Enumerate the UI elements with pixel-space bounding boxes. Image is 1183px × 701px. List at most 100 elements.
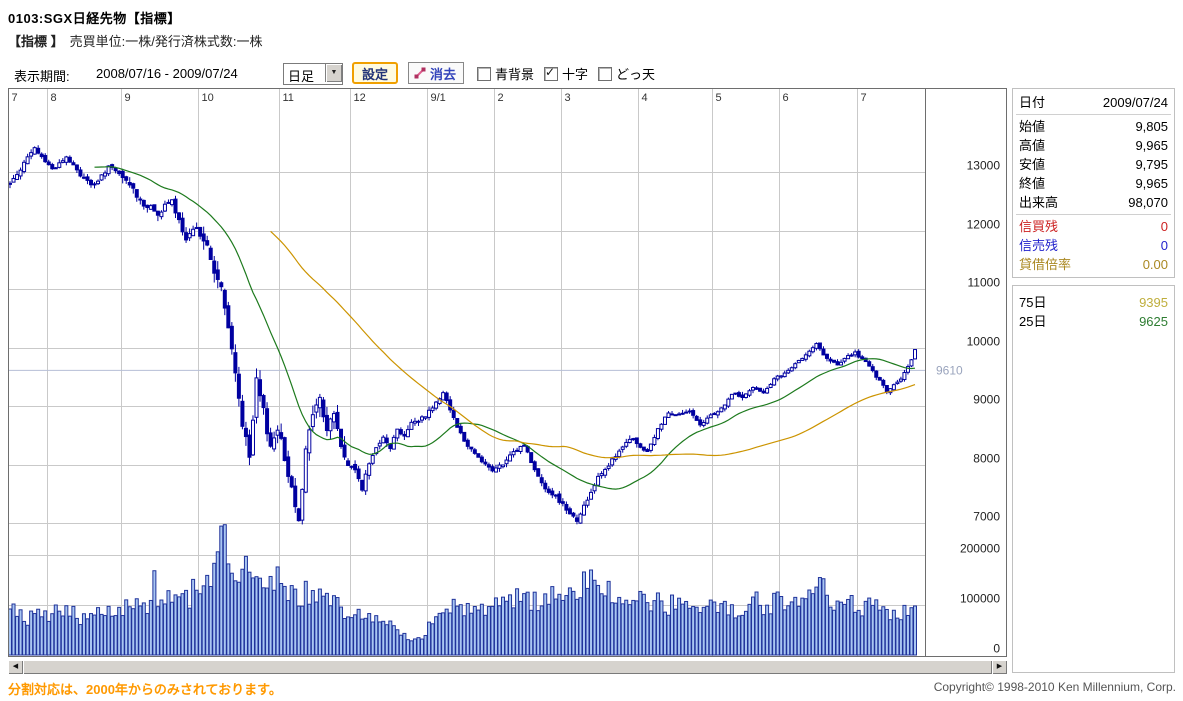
candle-up xyxy=(898,378,903,382)
candle-down xyxy=(761,390,766,394)
volume-bar xyxy=(303,580,308,656)
volume-bar xyxy=(409,640,414,656)
chart-horizontal-scrollbar[interactable]: ◀ ▶ xyxy=(8,660,1007,674)
volume-bar xyxy=(162,603,167,656)
candle-up xyxy=(96,180,101,185)
date-axis-label: 8 xyxy=(51,92,57,104)
candle-up xyxy=(303,448,308,493)
price-chart[interactable]: 7 8 9 10 11 12 9/1 2 3 4 5 6 7 13000 12000 11000 10000 90… xyxy=(0,88,1010,658)
candle-down xyxy=(832,359,837,363)
panel-row-信売残: 信売残 0 xyxy=(1013,236,1174,255)
date-axis-label: 6 xyxy=(783,92,789,104)
volume-bar xyxy=(832,609,837,656)
volume-bar xyxy=(78,624,83,656)
volume-bar xyxy=(15,615,20,656)
panel-row-始値: 始値 9,805 xyxy=(1013,117,1174,136)
volume-bar xyxy=(684,600,689,656)
candle-down xyxy=(673,414,678,417)
volume-bar xyxy=(388,620,393,656)
checkbox-どっ天[interactable]: どっ天 xyxy=(598,64,655,83)
volume-bar xyxy=(155,606,160,656)
checkbox-box[interactable] xyxy=(598,67,613,81)
volume-bar xyxy=(441,612,446,656)
checkbox-青背景[interactable]: 青背景 xyxy=(477,64,534,83)
scroll-right-button[interactable]: ▶ xyxy=(992,660,1007,674)
candle-down xyxy=(222,289,227,309)
candle-down xyxy=(736,392,741,397)
volume-bar xyxy=(212,562,217,656)
candle-down xyxy=(321,399,326,418)
candle-up xyxy=(328,418,333,432)
volume-bar xyxy=(589,569,594,656)
volume-bar xyxy=(821,578,826,656)
volume-bar xyxy=(81,613,86,656)
panel-row-貸借倍率: 貸借倍率 0.00 xyxy=(1013,255,1174,274)
checkbox-box[interactable] xyxy=(477,67,491,81)
volume-bar xyxy=(567,587,572,656)
volume-bar xyxy=(677,597,682,656)
checkbox-box[interactable]: ✓ xyxy=(544,65,559,81)
candle-down xyxy=(88,179,93,186)
panel-row-value: 9625 xyxy=(1139,314,1168,329)
candle-down xyxy=(198,226,203,237)
volume-bar xyxy=(405,639,410,656)
candle-up xyxy=(169,199,174,206)
volume-bar xyxy=(508,594,513,656)
price-axis-label: 13000 xyxy=(967,159,1001,173)
volume-bar xyxy=(219,525,224,656)
date-axis-label: 3 xyxy=(565,92,571,104)
checkbox-十字[interactable]: ✓ 十字 xyxy=(544,64,588,83)
volume-bar xyxy=(384,624,389,656)
candle-up xyxy=(902,372,907,381)
volume-bar xyxy=(180,593,185,656)
scroll-left-button[interactable]: ◀ xyxy=(8,660,23,674)
volume-bar xyxy=(849,595,854,656)
settings-button[interactable]: 設定 xyxy=(352,62,399,84)
candle-down xyxy=(342,444,347,458)
volume-bar xyxy=(106,605,111,656)
candle-up xyxy=(64,156,69,163)
volume-bar xyxy=(22,620,27,656)
volume-bar xyxy=(648,610,653,656)
candle-down xyxy=(529,452,534,464)
candle-down xyxy=(134,189,139,198)
volume-bar xyxy=(493,597,498,656)
candle-down xyxy=(268,432,273,447)
volume-bar xyxy=(747,603,752,656)
candle-down xyxy=(567,508,572,515)
volume-axis-label: 0 xyxy=(993,642,1000,656)
volume-bar xyxy=(420,638,425,656)
volume-bar xyxy=(712,601,717,656)
volume-bar xyxy=(532,591,537,656)
candle-down xyxy=(177,212,182,221)
interval-select[interactable]: 日足 ▼ xyxy=(283,63,343,85)
panel-row-value: 9,965 xyxy=(1135,138,1168,153)
price-axis-label: 11000 xyxy=(968,276,1001,290)
volume-bar xyxy=(191,578,196,656)
volume-bar xyxy=(138,605,143,656)
candle-down xyxy=(451,409,456,419)
volume-bar xyxy=(874,599,879,656)
volume-bar xyxy=(18,609,23,656)
volume-bar xyxy=(169,601,174,656)
candle-up xyxy=(103,172,108,177)
erase-button[interactable]: 消去 xyxy=(408,62,465,84)
candle-up xyxy=(53,167,58,170)
candle-down xyxy=(205,240,210,246)
candle-down xyxy=(754,387,759,390)
panel-row-信買残: 信買残 0 xyxy=(1013,217,1174,236)
candle-down xyxy=(469,446,474,450)
chevron-down-icon[interactable]: ▼ xyxy=(325,64,342,82)
candle-down xyxy=(67,156,72,163)
date-axis-label: 7 xyxy=(861,92,867,104)
volume-bar xyxy=(913,605,917,656)
volume-bar xyxy=(434,616,439,656)
volume-bar xyxy=(504,600,509,656)
chart-frame xyxy=(8,88,1007,657)
candle-down xyxy=(817,342,822,350)
candle-up xyxy=(596,475,601,486)
scrollbar-thumb[interactable] xyxy=(23,660,992,674)
volume-bar xyxy=(437,612,442,656)
candle-up xyxy=(553,494,558,497)
volume-bar xyxy=(307,603,312,656)
